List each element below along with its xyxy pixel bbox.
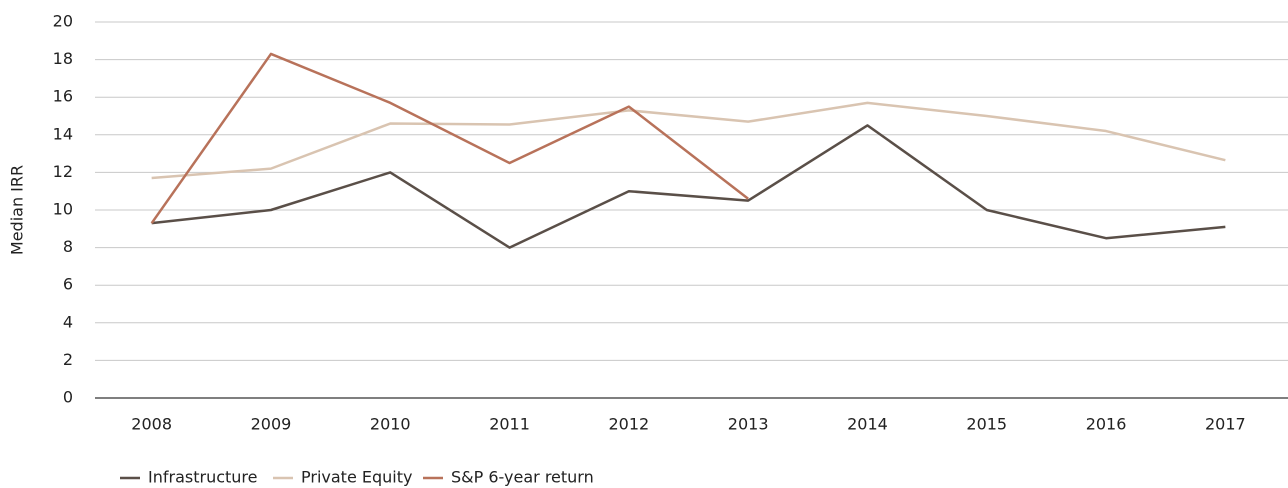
series-line [150,52,749,224]
y-tick-label: 8 [63,237,73,256]
y-tick-label: 12 [53,162,73,181]
x-tick-label: 2011 [489,415,530,434]
y-tick-label: 10 [53,200,73,219]
series-line [151,124,1226,249]
x-tick-label: 2009 [251,415,292,434]
y-tick-label: 16 [53,87,73,106]
legend-label: Infrastructure [148,468,257,487]
x-tick-label: 2015 [966,415,1007,434]
legend-label: S&P 6-year return [451,468,594,487]
y-tick-label: 2 [63,350,73,369]
series-line [151,101,1226,180]
y-tick-label: 18 [53,49,73,68]
x-tick-label: 2014 [847,415,888,434]
x-tick-label: 2016 [1086,415,1127,434]
x-tick-label: 2008 [131,415,172,434]
y-tick-label: 14 [53,124,73,143]
x-tick-label: 2017 [1205,415,1246,434]
x-tick-label: 2012 [608,415,649,434]
x-tick-label: 2013 [728,415,769,434]
y-tick-label: 6 [63,275,73,294]
y-tick-label: 0 [63,388,73,407]
y-tick-label: 4 [63,312,73,331]
y-axis-label: Median IRR [8,165,27,255]
x-tick-label: 2010 [370,415,411,434]
y-tick-label: 20 [53,12,73,31]
legend-label: Private Equity [301,468,412,487]
